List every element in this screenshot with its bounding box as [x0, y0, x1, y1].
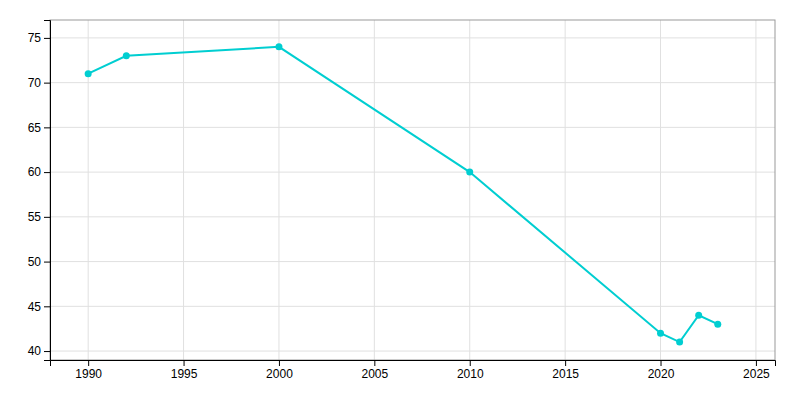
- plot: 1990 1995 2000 2005 2010 2015 2020 2025 40 45 50 55…: [28, 20, 776, 381]
- grid-line-x: [565, 20, 566, 360]
- x-tick: 2020: [648, 360, 675, 381]
- grid-line-y: [50, 127, 775, 128]
- grid-line-y: [50, 172, 775, 173]
- x-tick-mark: [565, 360, 566, 366]
- y-tick: 40: [28, 344, 50, 358]
- grid-line-y: [50, 351, 775, 352]
- x-tick-label: 2010: [457, 367, 484, 381]
- y-tick-mark: [44, 262, 50, 263]
- grid-line-x: [755, 20, 756, 360]
- y-tick-mark: [44, 172, 50, 173]
- y-tick-label: 40: [28, 344, 42, 358]
- grid-line-y: [50, 37, 775, 38]
- x-tick: 1995: [171, 360, 198, 381]
- x-tick-label: 2000: [266, 367, 293, 381]
- y-tick-mark: [44, 306, 50, 307]
- point: [123, 52, 130, 59]
- y-tick-label: 55: [28, 210, 42, 224]
- x-axis: 1990 1995 2000 2005 2010 2015 2020 2025: [51, 360, 776, 381]
- x-tick-mark: [184, 360, 185, 366]
- y-tick-label: 75: [28, 31, 42, 45]
- y-tick: 65: [28, 121, 50, 135]
- point: [275, 43, 282, 50]
- x-tick: 1990: [75, 360, 102, 381]
- x-tick: 2025: [743, 360, 770, 381]
- y-tick-label: 60: [28, 165, 42, 179]
- point: [85, 70, 92, 77]
- x-tick-mark: [374, 360, 375, 366]
- grid-line-x: [660, 20, 661, 360]
- x-tick: 2000: [266, 360, 293, 381]
- y-tick: 50: [28, 255, 50, 269]
- y-tick-label: 70: [28, 76, 42, 90]
- point: [676, 339, 683, 346]
- y-tick-label: 45: [28, 300, 42, 314]
- x-tick-mark: [470, 360, 471, 366]
- marks: [85, 43, 722, 345]
- x-tick: 2010: [457, 360, 484, 381]
- grid-line-x: [374, 20, 375, 360]
- x-tick: 2005: [361, 360, 388, 381]
- x-tick-mark: [756, 360, 757, 366]
- x-tick-mark: [279, 360, 280, 366]
- x-tick-label: 1995: [171, 367, 198, 381]
- x-tick-mark: [661, 360, 662, 366]
- grid: [50, 20, 775, 360]
- y-tick: 60: [28, 165, 50, 179]
- x-tick-mark: [88, 360, 89, 366]
- x-tick-label: 2015: [552, 367, 579, 381]
- line: [88, 47, 718, 342]
- grid-line-x: [278, 20, 279, 360]
- grid-line-y: [50, 261, 775, 262]
- x-tick-label: 2005: [361, 367, 388, 381]
- y-tick-label: 50: [28, 255, 42, 269]
- y-tick-label: 65: [28, 121, 42, 135]
- y-tick: 70: [28, 76, 50, 90]
- y-tick-mark: [44, 351, 50, 352]
- grid-line-x: [469, 20, 470, 360]
- point: [466, 169, 473, 176]
- point: [657, 330, 664, 337]
- point: [695, 312, 702, 319]
- x-tick-label: 1990: [75, 367, 102, 381]
- y-axis-line: [44, 21, 51, 361]
- x-tick-label: 2025: [743, 367, 770, 381]
- y-tick: 75: [28, 31, 50, 45]
- grid-line-y: [50, 216, 775, 217]
- y-tick: 55: [28, 210, 50, 224]
- y-tick-mark: [44, 217, 50, 218]
- plot-frame: [50, 20, 775, 360]
- grid-line-x: [183, 20, 184, 360]
- y-axis: 40 45 50 55 60 65 70 75: [28, 21, 51, 361]
- grid-line-y: [50, 306, 775, 307]
- y-tick-mark: [44, 83, 50, 84]
- y-tick: 45: [28, 300, 50, 314]
- grid-line-y: [50, 82, 775, 83]
- chart: 1990 1995 2000 2005 2010 2015 2020 2025 40 45 50 55…: [0, 0, 800, 400]
- y-tick-mark: [44, 127, 50, 128]
- x-tick-label: 2020: [648, 367, 675, 381]
- y-tick-mark: [44, 38, 50, 39]
- point: [714, 321, 721, 328]
- x-tick: 2015: [552, 360, 579, 381]
- x-axis-line: [51, 361, 776, 367]
